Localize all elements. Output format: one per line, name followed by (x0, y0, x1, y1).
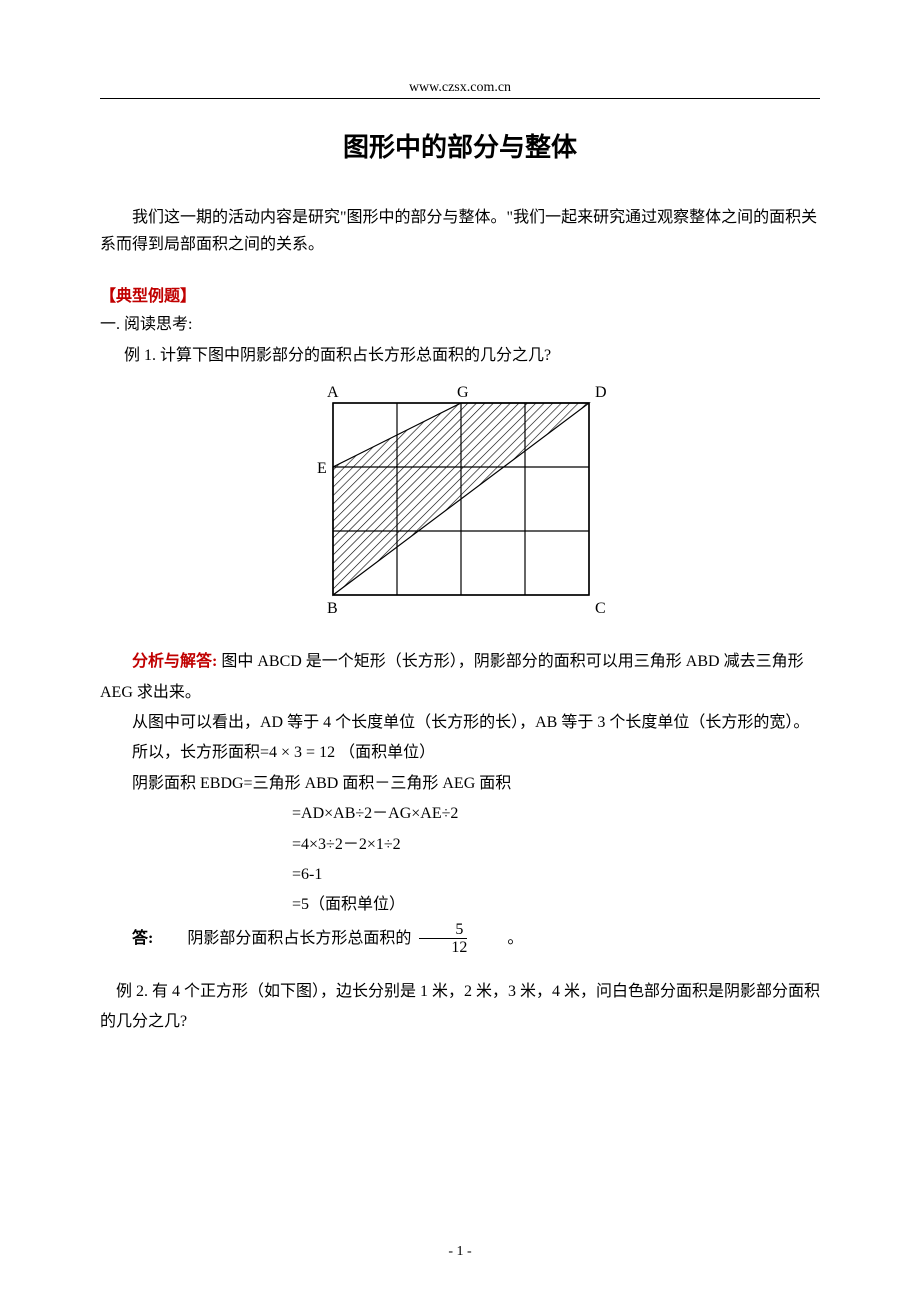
svg-text:C: C (595, 600, 606, 617)
header-url: www.czsx.com.cn (100, 80, 820, 99)
analysis-p3-math: 4 × 3 = 12 (269, 744, 335, 761)
svg-text:B: B (327, 600, 338, 617)
intro-paragraph: 我们这一期的活动内容是研究"图形中的部分与整体。"我们一起来研究通过观察整体之间… (100, 204, 820, 258)
page-number: - 1 - (0, 1244, 920, 1260)
answer-text-pre: 阴影部分面积占长方形总面积的 (155, 924, 411, 954)
analysis-p4: 阴影面积 EBDG=三角形 ABD 面积－三角形 AEG 面积 (100, 769, 820, 799)
spacer (100, 957, 820, 977)
answer-label: 答: (100, 924, 153, 954)
subsection-1: 一. 阅读思考: (100, 310, 820, 340)
analysis-p3-pre: 所以，长方形面积= (132, 744, 269, 761)
answer-line: 答: 阴影部分面积占长方形总面积的 5 12 。 (100, 921, 820, 957)
section-header: 【典型例题】 (100, 282, 820, 306)
fraction-numerator: 5 (419, 921, 467, 940)
calc-line-3: =6-1 (100, 860, 820, 890)
page-title: 图形中的部分与整体 (100, 127, 820, 164)
answer-fraction: 5 12 (415, 921, 471, 957)
svg-text:G: G (457, 384, 469, 401)
analysis-p3-suf: （面积单位） (339, 744, 435, 761)
calc-line-1: =AD×AB÷2－AG×AE÷2 (100, 799, 820, 829)
svg-text:D: D (595, 384, 607, 401)
analysis-p3: 所以，长方形面积=4 × 3 = 12 （面积单位） (100, 738, 820, 768)
diagram-1: A G D E B C (100, 379, 820, 629)
analysis-label: 分析与解答: (132, 653, 221, 670)
calc-line-4: =5（面积单位） (100, 890, 820, 920)
svg-text:E: E (317, 460, 327, 477)
calc-line-2: =4×3÷2－2×1÷2 (100, 830, 820, 860)
example-1-title: 例 1. 计算下图中阴影部分的面积占长方形总面积的几分之几? (100, 341, 820, 371)
analysis-p2: 从图中可以看出，AD 等于 4 个长度单位（长方形的长），AB 等于 3 个长度… (100, 708, 820, 738)
fraction-denominator: 12 (415, 939, 471, 957)
analysis-p1: 分析与解答: 图中 ABCD 是一个矩形（长方形），阴影部分的面积可以用三角形 … (100, 647, 820, 708)
example-2-title: 例 2. 有 4 个正方形（如下图），边长分别是 1 米，2 米，3 米，4 米… (100, 977, 820, 1038)
answer-text-suf: 。 (475, 924, 523, 954)
svg-text:A: A (327, 384, 339, 401)
